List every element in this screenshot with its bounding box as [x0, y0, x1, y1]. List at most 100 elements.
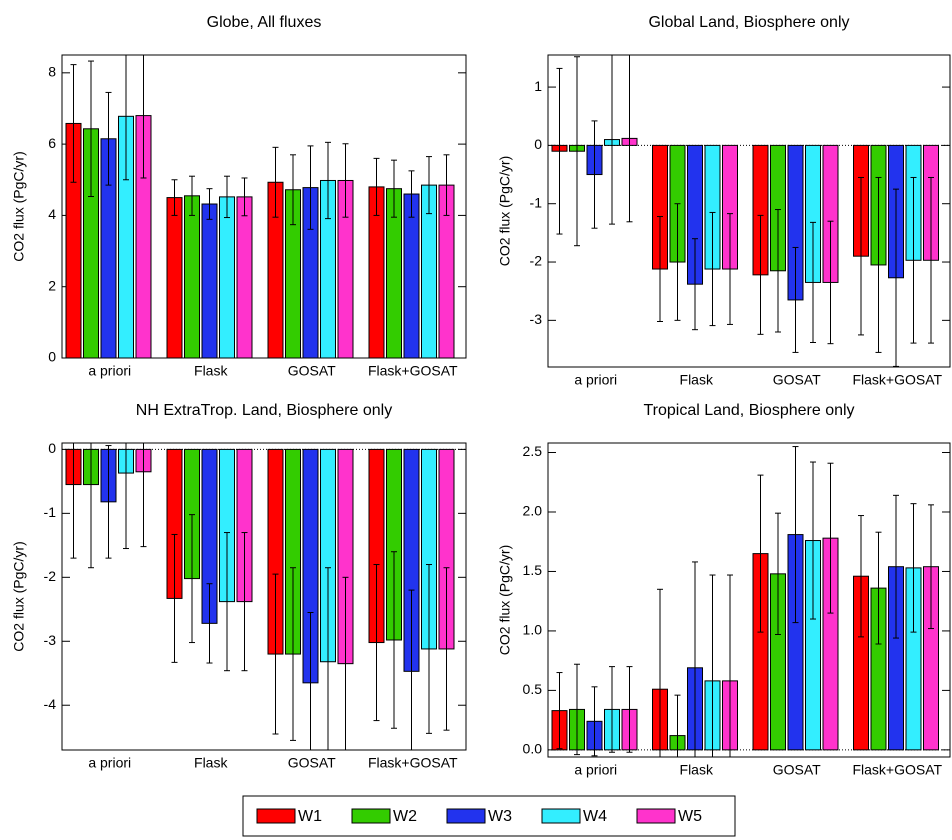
error-bar: [325, 141, 331, 220]
error-bar: [88, 60, 94, 198]
error-bar: [443, 154, 450, 216]
error-bar: [123, 55, 129, 181]
chart-title: Tropical Land, Biosphere only: [643, 402, 854, 419]
legend-label: W4: [583, 808, 607, 825]
x-tick-label: a priori: [574, 762, 617, 778]
error-bar: [241, 177, 248, 217]
error-bar: [290, 567, 296, 741]
y-tick-label: 8: [48, 64, 56, 80]
x-tick-label: GOSAT: [773, 762, 821, 778]
y-tick-label: -1: [530, 194, 543, 210]
y-tick-label: 1.0: [523, 622, 543, 638]
error-bar: [858, 176, 864, 336]
error-bar: [88, 443, 94, 569]
legend-box: [242, 795, 736, 837]
bar: [201, 203, 218, 359]
error-bar: [140, 443, 147, 548]
error-bar: [373, 564, 380, 722]
error-bar: [206, 188, 213, 220]
error-bar: [342, 143, 349, 218]
error-bar: [391, 551, 397, 729]
y-tick-label: 0: [534, 136, 542, 152]
y-axis-label: CO2 flux (PgC/yr): [11, 541, 27, 651]
error-bar: [626, 666, 633, 753]
error-bar: [105, 445, 112, 559]
y-tick-label: -2: [530, 253, 543, 269]
y-tick-label: -3: [44, 632, 57, 648]
error-bar: [70, 443, 77, 559]
error-bar: [591, 120, 598, 229]
error-bar: [792, 246, 799, 353]
bar: [166, 197, 183, 359]
bar: [403, 193, 420, 359]
y-tick-label: 2: [48, 277, 56, 293]
legend-label: W5: [678, 808, 702, 825]
y-tick-label: 4: [48, 206, 56, 222]
error-bar: [426, 156, 432, 215]
error-bar: [727, 574, 733, 757]
x-tick-label: a priori: [88, 363, 131, 379]
x-tick-label: a priori: [574, 372, 617, 388]
error-bar: [105, 91, 112, 186]
error-bar: [556, 672, 563, 750]
error-bar: [574, 663, 580, 756]
y-tick-label: 0: [48, 440, 56, 456]
chart-title: Global Land, Biosphere only: [648, 14, 849, 31]
error-bar: [591, 686, 598, 757]
error-bar: [858, 515, 864, 638]
legend-label: W1: [298, 808, 322, 825]
legend-label: W2: [393, 808, 417, 825]
y-tick-label: -1: [44, 504, 57, 520]
error-bar: [171, 179, 178, 216]
y-tick-label: -4: [44, 696, 57, 712]
error-bar: [272, 573, 279, 735]
plot-frame: [61, 54, 467, 359]
error-bar: [757, 474, 764, 633]
bar: [219, 196, 235, 359]
x-tick-label: GOSAT: [773, 372, 821, 388]
error-bar: [727, 213, 733, 325]
legend-swatch: [541, 808, 581, 824]
error-bar: [928, 504, 934, 630]
error-bar: [171, 533, 178, 663]
legend-label: W3: [488, 808, 512, 825]
error-bar: [140, 55, 147, 179]
error-bar: [692, 561, 698, 757]
y-tick-label: 2.5: [523, 443, 543, 459]
error-bar: [70, 64, 77, 183]
error-bar: [556, 67, 563, 235]
x-tick-label: GOSAT: [288, 755, 336, 771]
y-axis-label: CO2 flux (PgC/yr): [497, 545, 513, 655]
x-tick-label: Flask+GOSAT: [852, 762, 942, 778]
error-bar: [893, 494, 899, 639]
chart-title: Globe, All fluxes: [207, 14, 322, 31]
error-bar: [443, 567, 450, 731]
legend-swatch: [351, 808, 391, 824]
error-bar: [206, 583, 213, 664]
y-tick-label: 0: [48, 349, 56, 365]
x-tick-label: a priori: [88, 755, 131, 771]
error-bar: [827, 462, 834, 614]
plot-frame: [547, 54, 951, 368]
error-bar: [775, 512, 781, 635]
error-bar: [307, 145, 314, 230]
y-axis-label: CO2 flux (PgC/yr): [11, 151, 27, 261]
error-bar: [408, 170, 415, 218]
error-bar: [810, 221, 816, 344]
error-bar: [189, 175, 195, 216]
error-bar: [426, 564, 432, 734]
x-tick-label: Flask: [194, 755, 228, 771]
legend-swatch: [256, 808, 296, 824]
plot-frame: [547, 442, 951, 758]
error-bar: [123, 443, 129, 550]
y-tick-label: 2.0: [523, 503, 543, 519]
error-bar: [709, 574, 716, 757]
error-bar: [709, 211, 716, 327]
error-bar: [574, 56, 580, 247]
error-bar: [189, 514, 195, 644]
error-bar: [827, 220, 834, 345]
y-tick-label: -3: [530, 311, 543, 327]
error-bar: [893, 188, 899, 367]
x-tick-label: Flask+GOSAT: [368, 755, 458, 771]
error-bar: [792, 446, 799, 624]
